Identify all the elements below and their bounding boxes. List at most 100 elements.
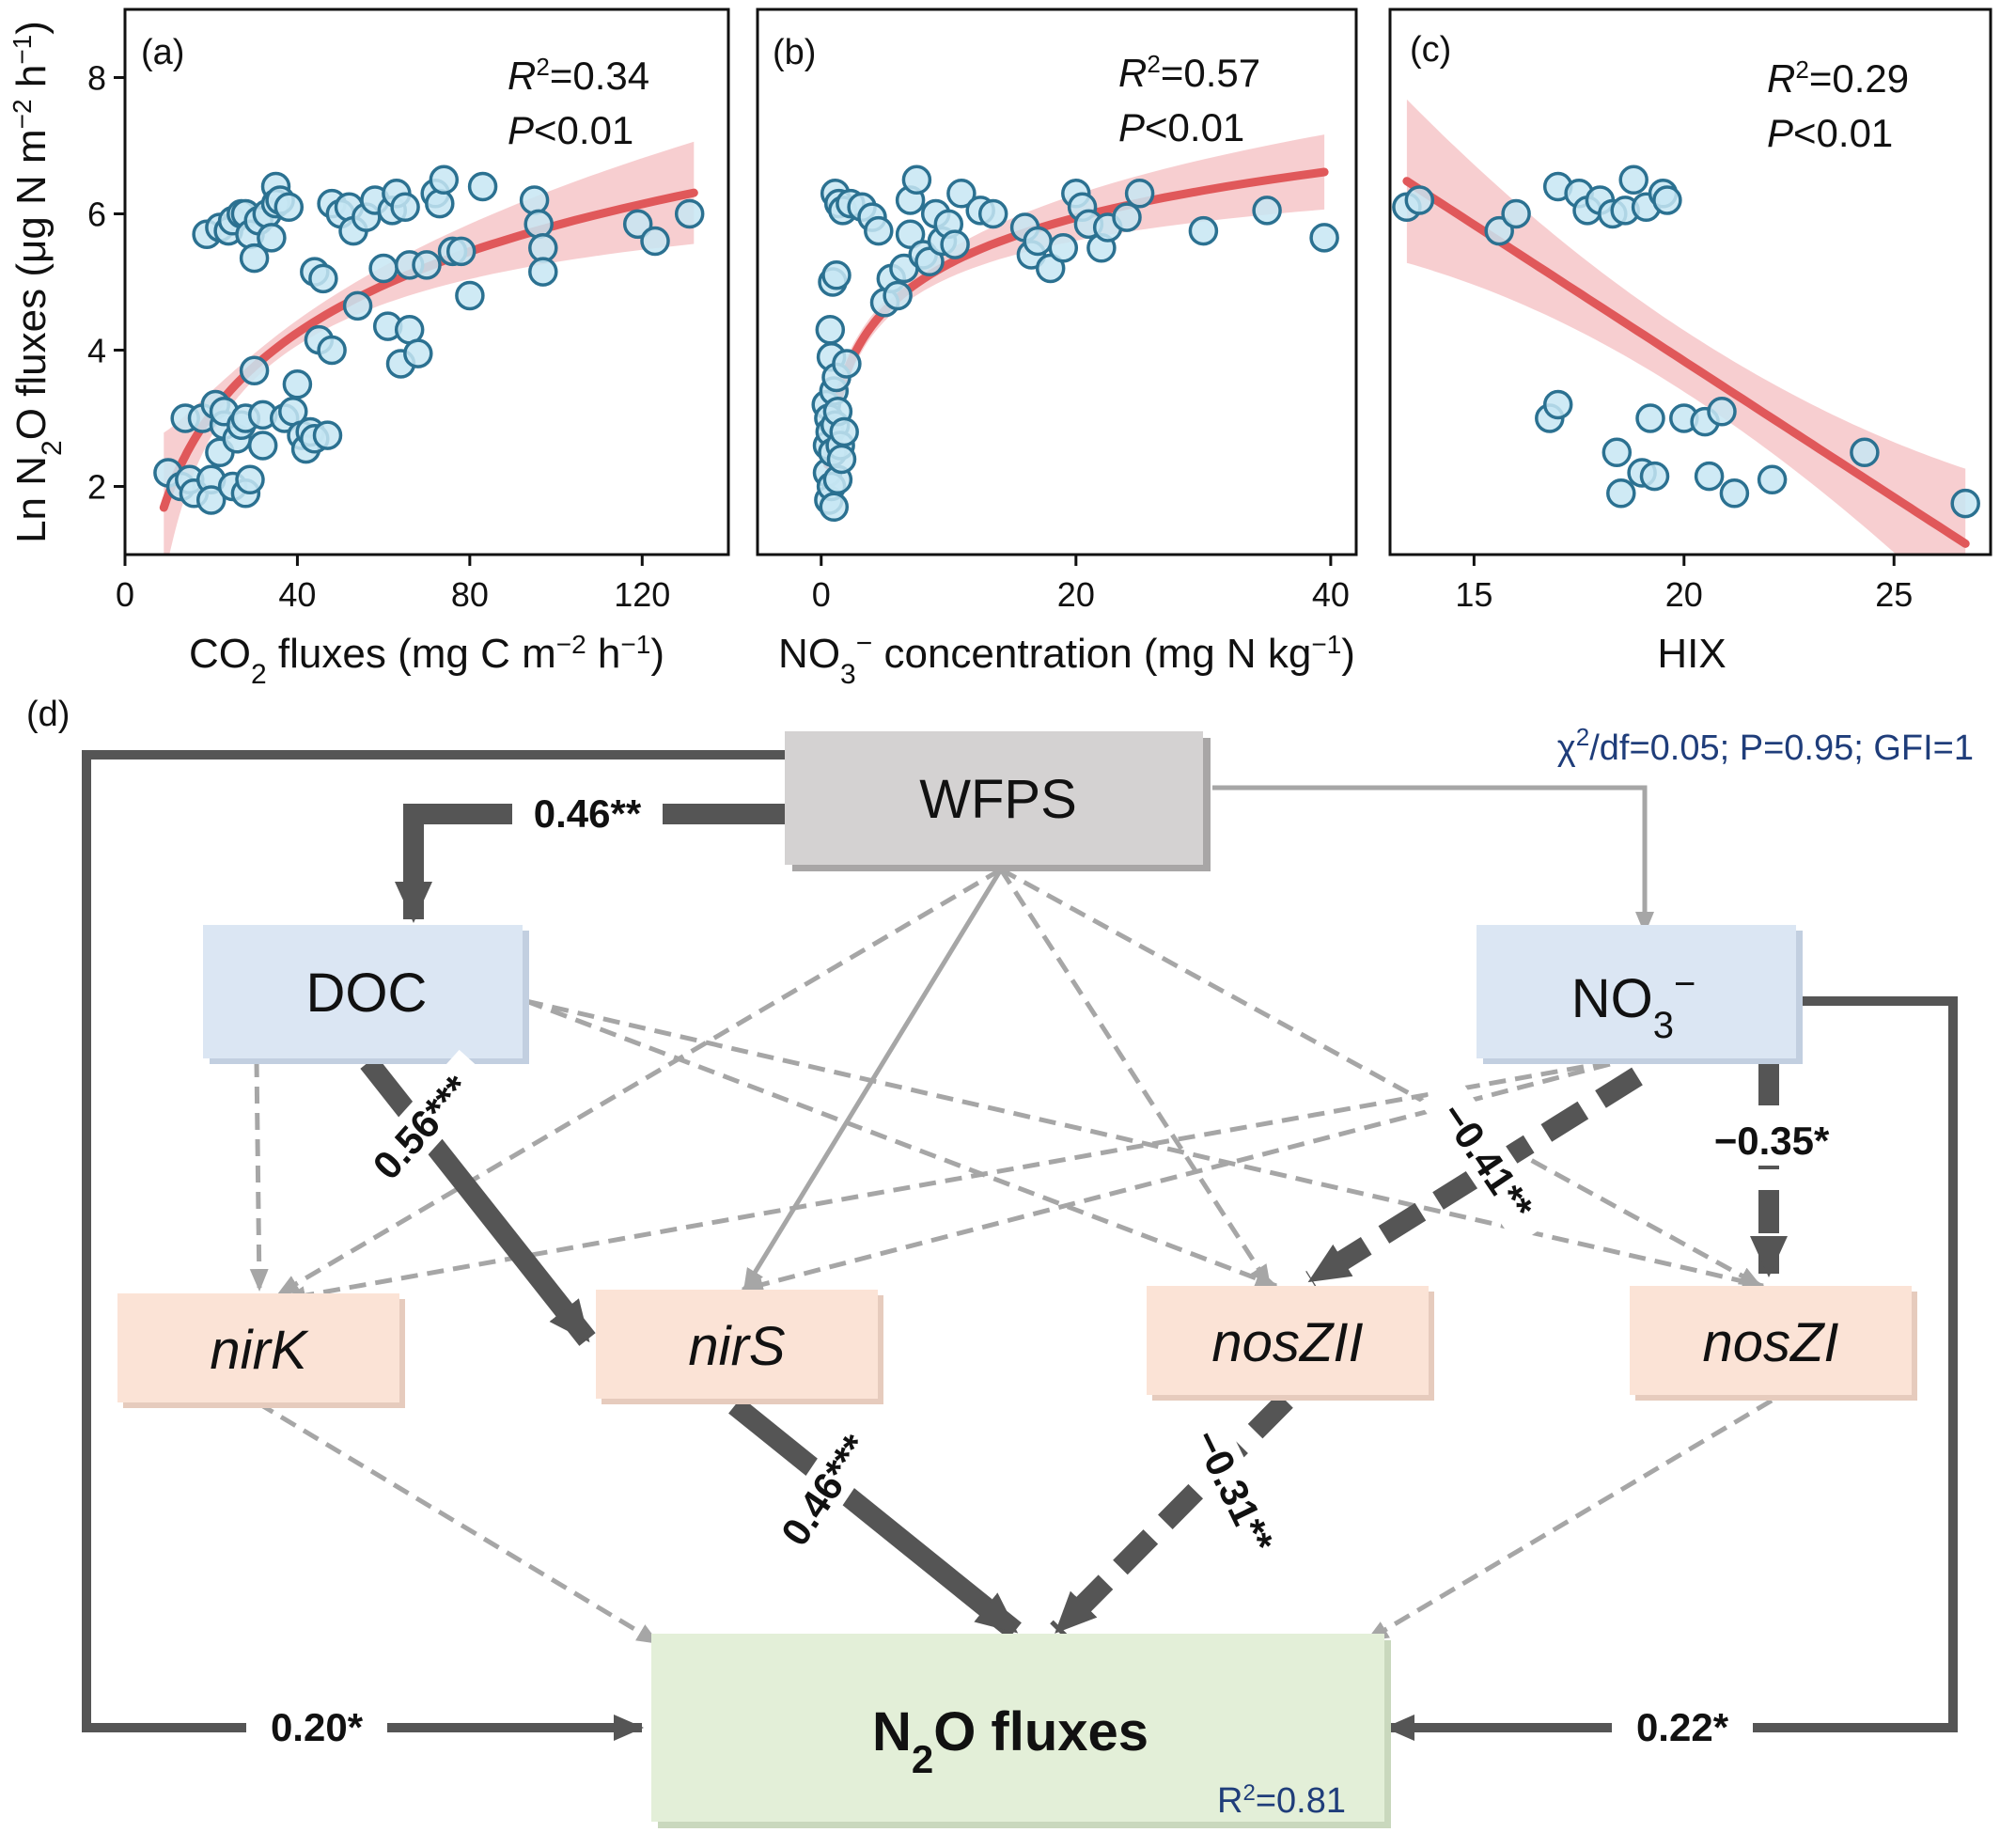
data-point — [821, 260, 852, 290]
r-squared-label: R2=0.34 — [508, 53, 649, 98]
node-box — [1630, 1286, 1912, 1395]
path-nirs-n2o — [728, 1397, 1022, 1639]
data-point — [1542, 389, 1573, 420]
data-point — [829, 416, 859, 447]
node-label: NO3− — [1571, 963, 1696, 1046]
coef-bg — [348, 1049, 494, 1205]
data-point — [312, 420, 343, 450]
regression-curve — [159, 188, 698, 512]
y-tick-label: 8 — [87, 59, 106, 98]
data-point — [1023, 226, 1053, 257]
x-tick-label: 120 — [614, 575, 670, 614]
r-squared-label: R2=0.29 — [1767, 55, 1909, 101]
node-box — [117, 1293, 399, 1402]
panel-label: (b) — [773, 33, 816, 72]
data-point — [445, 236, 477, 267]
node-box — [785, 731, 1203, 865]
data-point — [1048, 233, 1079, 263]
x-tick-label: 15 — [1455, 575, 1492, 614]
path-doc-nirk — [249, 1059, 269, 1292]
data-point — [1124, 179, 1155, 209]
y-tick-label: 4 — [87, 332, 106, 370]
path-noszi-n2o — [1366, 1398, 1773, 1643]
path-wfps-no3 — [1212, 785, 1654, 934]
node-wfps: WFPS — [785, 731, 1211, 871]
data-point — [1850, 437, 1880, 468]
data-point — [247, 431, 278, 461]
path-wfps-noszi — [999, 867, 1762, 1289]
coef-bg — [246, 1701, 387, 1750]
data-point — [235, 464, 265, 495]
node-label: nirS — [688, 1316, 785, 1377]
data-point — [901, 164, 932, 196]
coef-no3-noszi: −0.35* — [1714, 1119, 1830, 1163]
coef-wfps-doc: 0.46** — [534, 791, 642, 836]
path-doc-noszii — [525, 998, 1278, 1289]
r-squared-label: R2=0.57 — [1118, 50, 1260, 95]
node-label: WFPS — [919, 769, 1077, 830]
node-box — [651, 1634, 1384, 1822]
data-point — [815, 315, 846, 345]
path-wfps-n2o — [82, 750, 785, 1741]
data-point — [1757, 464, 1788, 495]
data-point — [826, 444, 857, 475]
x-tick-label: 0 — [812, 575, 831, 614]
path-doc-noszi — [525, 998, 1765, 1291]
x-axis-ticks: 15 20 25 — [1455, 555, 1913, 614]
data-point — [317, 335, 347, 366]
data-point — [1404, 185, 1435, 215]
coef-no3-noszii: −0.41** — [1432, 1095, 1542, 1229]
node-doc: DOC — [203, 925, 529, 1064]
x-tick-label: 20 — [1057, 575, 1095, 614]
node-label: nosZII — [1211, 1312, 1363, 1373]
panel-label: (c) — [1410, 30, 1451, 70]
path-coefficients: 0.46** 0.56*** −0.41** −0.35* 0.46*** −0… — [246, 790, 1852, 1750]
coef-no3-n2o: 0.22* — [1636, 1705, 1729, 1749]
coef-bg — [1612, 1701, 1753, 1750]
fit-confidence-band — [1406, 99, 1966, 555]
path-doc-nirs — [360, 1056, 596, 1346]
data-point — [390, 192, 420, 223]
x-tick-label: 25 — [1875, 575, 1913, 614]
weak-paths — [249, 867, 1773, 1646]
weak-solid-paths — [742, 785, 1654, 1292]
x-tick-label: 40 — [1312, 575, 1350, 614]
x-axis-ticks: 0 20 40 — [812, 555, 1350, 614]
data-point — [1719, 478, 1750, 509]
node-label: N2O fluxes — [872, 1701, 1148, 1781]
y-axis-label: Ln N2O fluxes (μg N m−2 h−1) — [8, 21, 68, 543]
data-point — [622, 209, 653, 240]
path-wfps-noszii — [998, 868, 1273, 1288]
data-point — [1707, 397, 1737, 427]
y-tick-label: 2 — [87, 468, 106, 507]
x-tick-label: 0 — [116, 575, 134, 614]
data-point — [282, 369, 313, 399]
data-point — [528, 257, 558, 287]
node-n2o-fluxes: N2O fluxes R2=0.81 — [651, 1634, 1391, 1828]
data-point — [883, 280, 913, 311]
fit-confidence-band — [164, 141, 695, 556]
panel-label: (a) — [141, 33, 184, 72]
panel-c-scatter: 15 20 25 (c) R2=0.29 P<0.01 HIX — [1388, 8, 1992, 677]
data-point — [1950, 488, 1980, 519]
path-no3-nirs — [741, 1055, 1636, 1294]
x-axis-ticks: 0 40 80 120 — [116, 555, 670, 614]
path-no3-nirk — [283, 1055, 1636, 1305]
coef-bg — [758, 1408, 891, 1572]
data-point — [308, 263, 338, 294]
p-value-label: P<0.01 — [1118, 105, 1244, 149]
node-box — [203, 925, 523, 1058]
data-point — [239, 355, 270, 386]
data-point — [195, 485, 227, 515]
data-point — [1694, 461, 1725, 492]
x-axis-label: CO2 fluxes (mg C m−2 h−1) — [189, 630, 664, 690]
y-axis-ticks: 2 4 6 8 — [87, 59, 125, 507]
node-nirk: nirK — [117, 1293, 405, 1408]
data-point — [1188, 215, 1219, 246]
plot-frame — [1388, 8, 1992, 556]
data-point — [1639, 461, 1670, 492]
data-point — [429, 164, 460, 196]
y-tick-label: 6 — [87, 196, 106, 234]
x-tick-label: 80 — [451, 575, 489, 614]
